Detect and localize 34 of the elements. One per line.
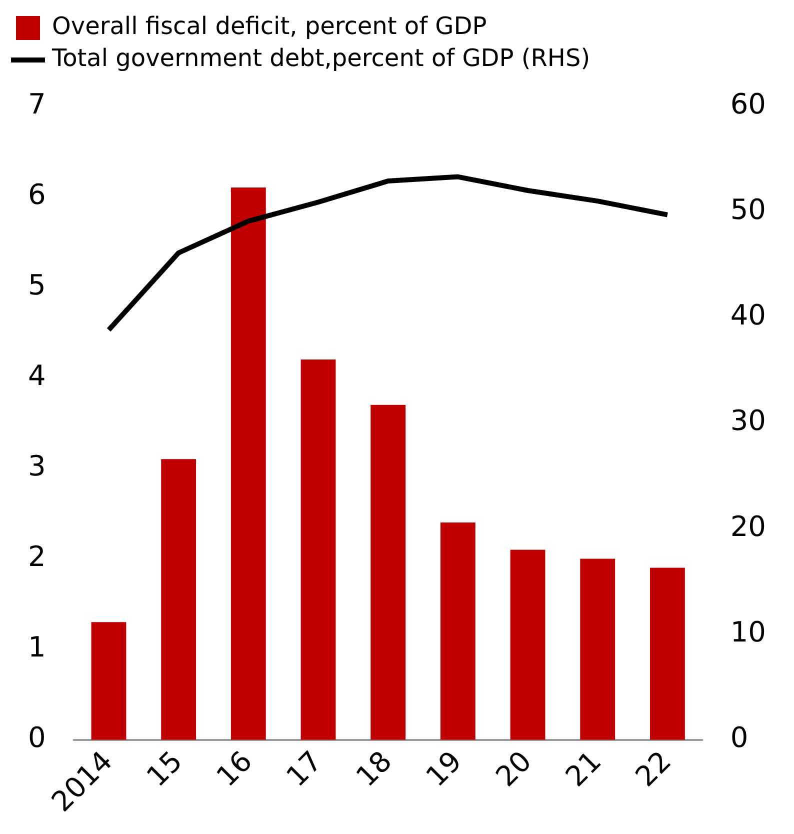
y-tick-label: 6: [28, 178, 46, 211]
x-tick-label: 19: [419, 744, 468, 794]
bar: [230, 187, 266, 740]
y2-tick-label: 40: [730, 298, 766, 332]
y2-tick-label: 50: [730, 192, 766, 226]
bar: [440, 522, 476, 740]
y-tick-label: 5: [28, 268, 46, 302]
bar: [161, 459, 196, 740]
y2-tick-label: 60: [730, 87, 766, 120]
y-tick-label: 2: [28, 540, 46, 574]
y2-tick-label: 10: [730, 615, 766, 648]
bar: [580, 558, 616, 740]
x-tick-label: 22: [629, 744, 678, 794]
y-tick-label: 4: [28, 358, 46, 392]
y2-tick-label: 20: [730, 510, 766, 543]
y-tick-label: 7: [28, 87, 46, 120]
bar: [650, 568, 685, 740]
y-tick-label: 0: [28, 721, 46, 754]
bar: [370, 404, 406, 740]
legend-label: Overall fiscal deficit, percent of GDP: [52, 12, 487, 40]
x-tick-label: 15: [140, 744, 189, 794]
x-tick-label: 16: [210, 744, 259, 794]
y2-tick-label: 0: [730, 721, 748, 754]
x-tick-label: 20: [489, 744, 538, 794]
x-tick-label: 21: [559, 744, 608, 794]
y-tick-label: 1: [28, 630, 46, 664]
bar: [91, 622, 126, 740]
bar: [510, 550, 546, 740]
y-tick-label: 3: [28, 449, 46, 482]
x-tick-label: 18: [350, 744, 398, 794]
x-tick-label: 17: [280, 744, 328, 794]
y2-tick-label: 30: [730, 404, 766, 438]
legend-label: Total government debt,percent of GDP (RHS): [51, 44, 590, 72]
bar: [300, 360, 336, 740]
